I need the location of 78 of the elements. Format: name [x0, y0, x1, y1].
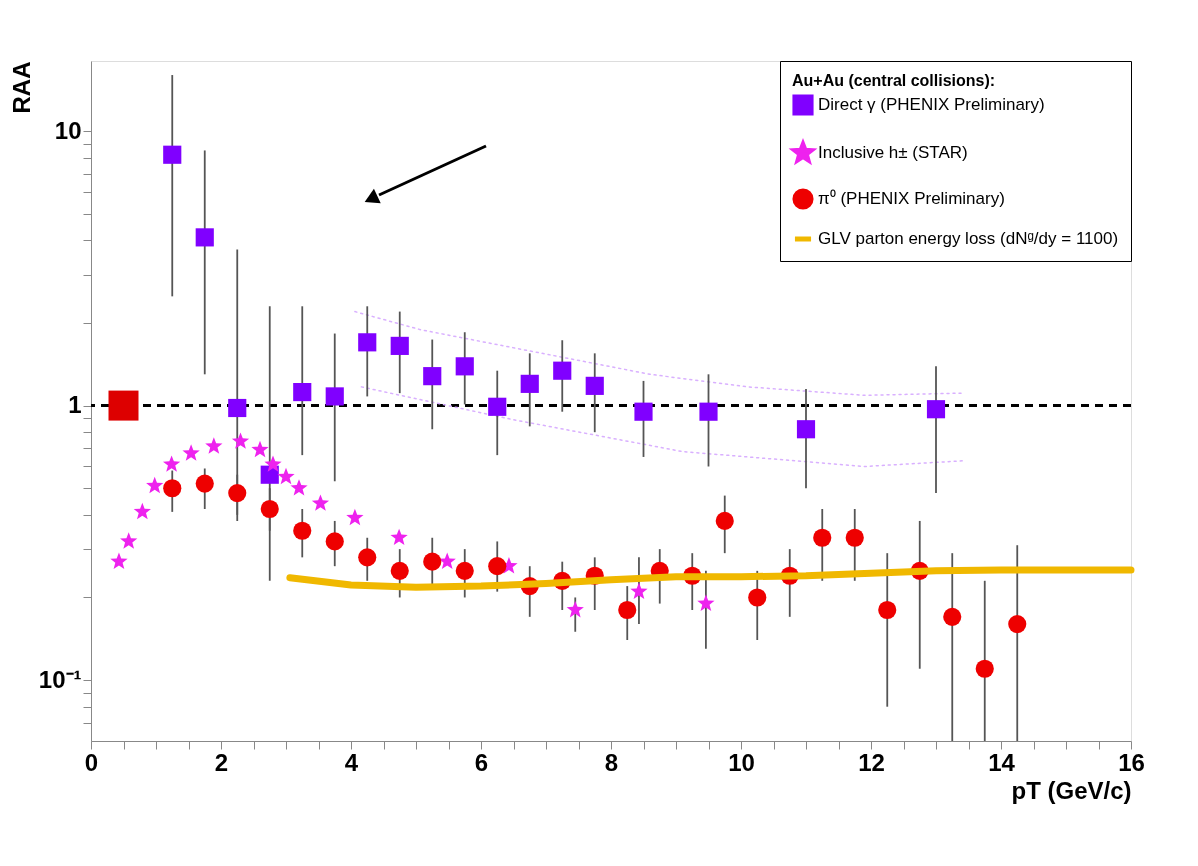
point — [634, 402, 653, 421]
point — [205, 437, 223, 454]
x-tick-label: 10 — [728, 748, 755, 776]
point — [455, 561, 474, 580]
y-tick-label: 1 — [68, 391, 82, 419]
point — [290, 479, 308, 496]
point — [325, 387, 344, 406]
y-tick-label: 10 — [54, 116, 82, 144]
point — [455, 357, 474, 376]
point — [108, 390, 139, 421]
x-tick-label: 2 — [214, 748, 229, 776]
point — [120, 532, 138, 549]
point — [195, 474, 214, 493]
point — [943, 607, 962, 626]
point — [438, 552, 456, 570]
point — [423, 552, 442, 571]
line-series — [354, 310, 963, 397]
point — [264, 455, 282, 472]
x-axis-title: pT (GeV/c) — [1011, 776, 1132, 804]
line-series — [360, 386, 966, 468]
point — [1008, 615, 1027, 634]
point — [195, 228, 214, 247]
legend-title: Au+Au (central collisions): — [792, 72, 996, 89]
point — [163, 145, 182, 164]
point — [630, 582, 648, 599]
point — [228, 398, 247, 418]
point — [146, 476, 164, 494]
legend-label: π⁰ (PHENIX Preliminary) — [818, 189, 1005, 208]
point — [748, 588, 767, 607]
point — [390, 336, 409, 355]
point — [488, 557, 507, 576]
x-tick-label: 12 — [858, 748, 885, 776]
point — [325, 532, 344, 551]
x-tick-label: 4 — [344, 748, 359, 776]
point — [260, 499, 279, 519]
point — [228, 484, 247, 503]
point — [346, 508, 364, 526]
point — [520, 374, 539, 393]
point — [796, 420, 816, 439]
point — [163, 479, 182, 498]
point — [813, 528, 832, 547]
point — [133, 502, 151, 520]
point — [251, 440, 269, 458]
point — [162, 455, 181, 472]
point — [585, 376, 604, 395]
x-tick-label: 14 — [988, 748, 1016, 776]
legend-label: Inclusive h± (STAR) — [818, 143, 968, 162]
point — [358, 333, 377, 352]
point — [553, 361, 572, 380]
y-tick-label: 10⁻¹ — [38, 665, 82, 693]
point — [845, 528, 864, 547]
point — [618, 600, 637, 620]
point — [488, 397, 507, 416]
x-tick-label: 0 — [84, 748, 99, 776]
point — [277, 467, 295, 485]
x-tick-label: 6 — [474, 748, 489, 776]
legend-label: Direct γ (PHENIX Preliminary) — [818, 95, 1045, 114]
point — [390, 528, 408, 546]
legend-label: GLV parton energy loss (dNᵍ/dy = 1100) — [818, 229, 1119, 248]
point — [423, 367, 442, 386]
point — [390, 561, 409, 580]
x-tick-label: 16 — [1118, 748, 1145, 776]
y-axis-title: RAA — [7, 61, 35, 114]
point — [715, 511, 734, 531]
point — [926, 400, 946, 419]
point — [697, 594, 715, 611]
point — [566, 600, 584, 618]
point — [293, 382, 312, 402]
point — [975, 659, 994, 678]
x-tick-label: 8 — [604, 748, 619, 776]
point — [358, 548, 377, 567]
point — [231, 432, 250, 449]
point — [110, 552, 128, 570]
point — [293, 521, 312, 540]
point — [311, 494, 330, 511]
point — [182, 444, 200, 461]
point — [878, 600, 897, 620]
point — [699, 402, 718, 421]
